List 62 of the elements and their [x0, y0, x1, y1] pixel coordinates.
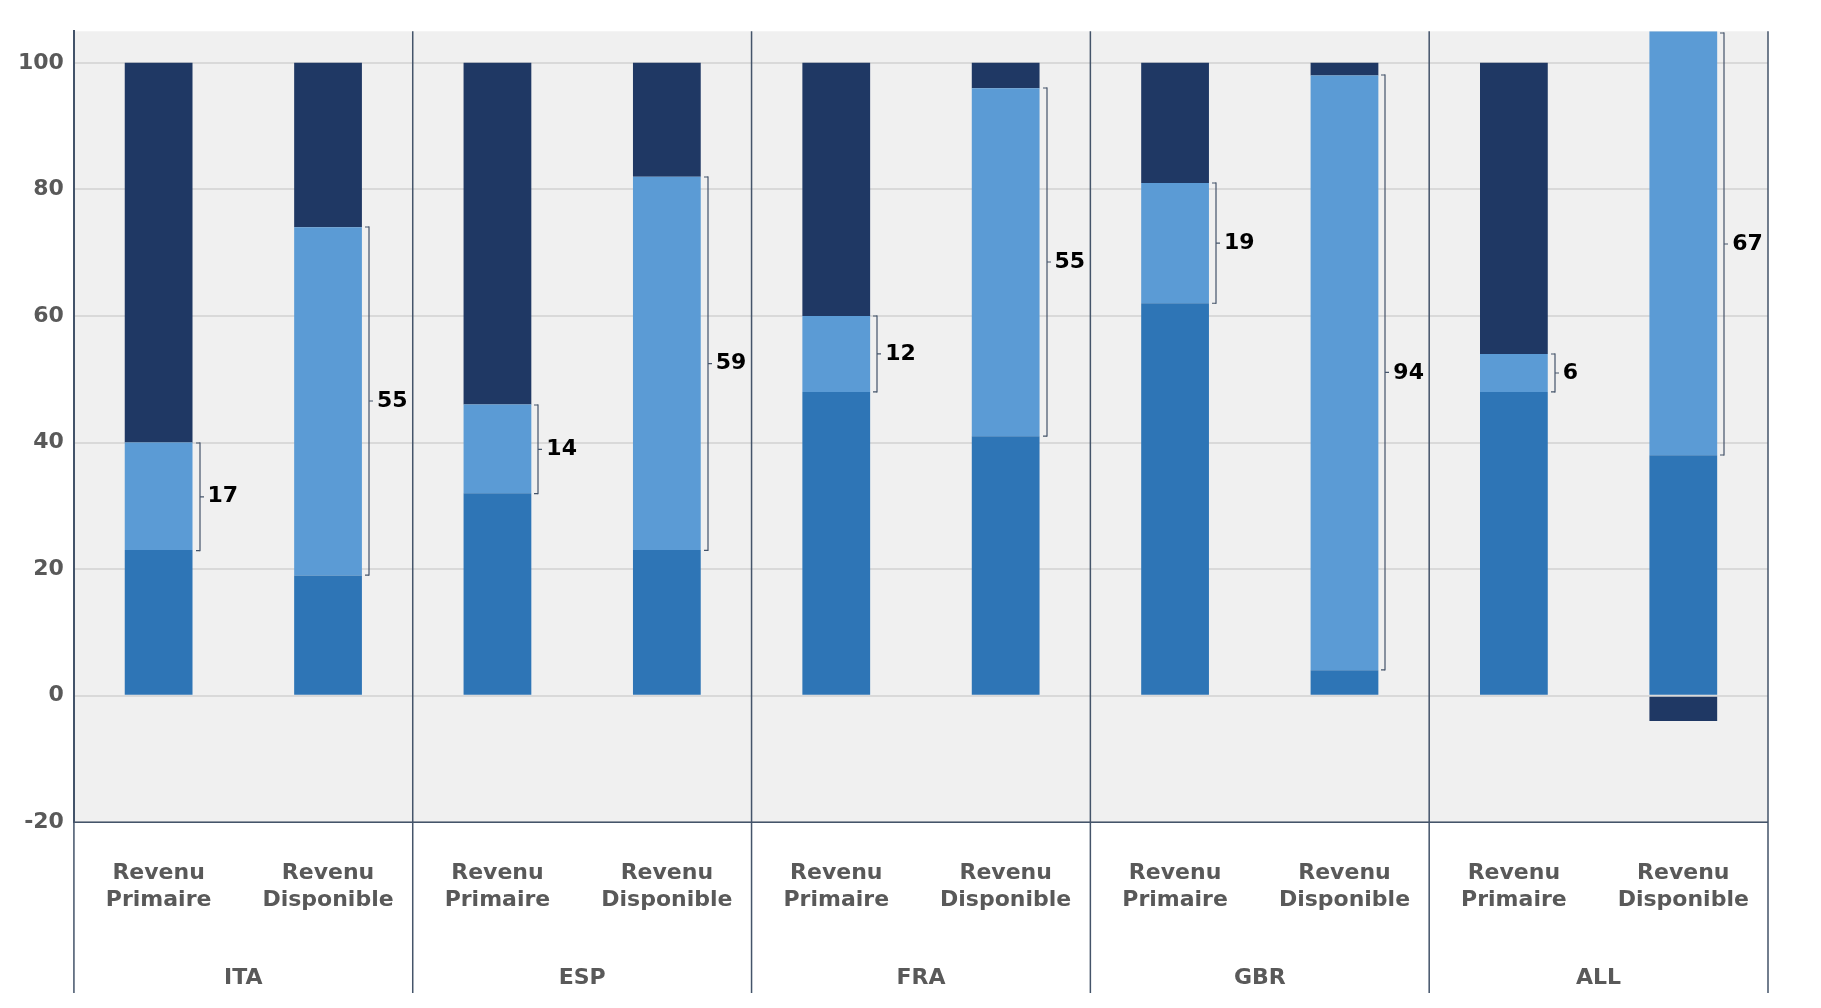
bar — [802, 62, 871, 316]
x-tick-label: Revenu Disponible — [262, 859, 394, 911]
bar — [632, 62, 701, 177]
bar — [1480, 391, 1548, 695]
y-tick-label: 0 — [48, 681, 64, 707]
data-label: 14 — [546, 434, 577, 460]
bar — [802, 315, 871, 392]
bar — [971, 62, 1040, 89]
x-tick-label: Revenu Primaire — [1122, 859, 1228, 911]
y-tick-label: 80 — [33, 175, 64, 201]
bar — [971, 436, 1040, 695]
x-tick-label: Revenu Disponible — [601, 859, 733, 911]
bar — [463, 62, 532, 405]
bar — [971, 88, 1040, 437]
bar — [463, 493, 532, 695]
bar — [1310, 75, 1379, 671]
bar — [1310, 670, 1379, 695]
data-label: 55 — [1054, 247, 1086, 273]
bar — [1480, 353, 1548, 392]
bar — [294, 62, 362, 228]
data-label: 67 — [1732, 229, 1763, 255]
y-tick-label: 20 — [33, 554, 64, 580]
data-label: 94 — [1393, 358, 1424, 384]
bar — [802, 391, 871, 695]
data-label: 55 — [376, 387, 408, 413]
data-label: 59 — [715, 349, 747, 375]
text: GBR — [1233, 963, 1286, 989]
bar — [1480, 62, 1548, 354]
bar — [124, 550, 193, 695]
x-tick-label: Revenu Primaire — [444, 859, 551, 911]
y-tick-label: 100 — [17, 48, 64, 74]
text: FRA — [896, 963, 946, 989]
bar — [1649, 455, 1718, 695]
bar — [463, 404, 532, 494]
bar — [1141, 303, 1209, 695]
bar — [1141, 183, 1209, 304]
x-tick-label: Revenu Primaire — [105, 859, 212, 911]
x-tick-label: Revenu Disponible — [940, 859, 1072, 911]
bar — [124, 62, 193, 443]
bar — [294, 575, 362, 695]
bar — [124, 442, 193, 551]
data-label: 6 — [1562, 358, 1579, 384]
x-tick-label: Revenu Disponible — [1278, 859, 1411, 911]
bar — [632, 550, 701, 695]
text: ALL — [1576, 963, 1622, 989]
bar — [1310, 62, 1379, 76]
x-tick-label: Revenu Primaire — [783, 859, 890, 911]
bar — [1649, 31, 1718, 456]
x-tick-label: Revenu Disponible — [1617, 859, 1749, 911]
bar — [1649, 696, 1718, 721]
text: ESP — [558, 963, 606, 989]
y-tick-label: 40 — [33, 428, 64, 454]
data-label: 17 — [207, 482, 239, 508]
bar — [1141, 62, 1209, 184]
data-label: 19 — [1223, 228, 1255, 254]
y-tick-label: -20 — [24, 807, 64, 833]
data-label: 12 — [885, 339, 916, 365]
bar — [632, 176, 701, 551]
x-tick-label: Revenu Primaire — [1461, 859, 1567, 911]
bar — [294, 227, 362, 576]
y-tick-label: 60 — [33, 301, 64, 327]
text: ITA — [224, 963, 263, 989]
